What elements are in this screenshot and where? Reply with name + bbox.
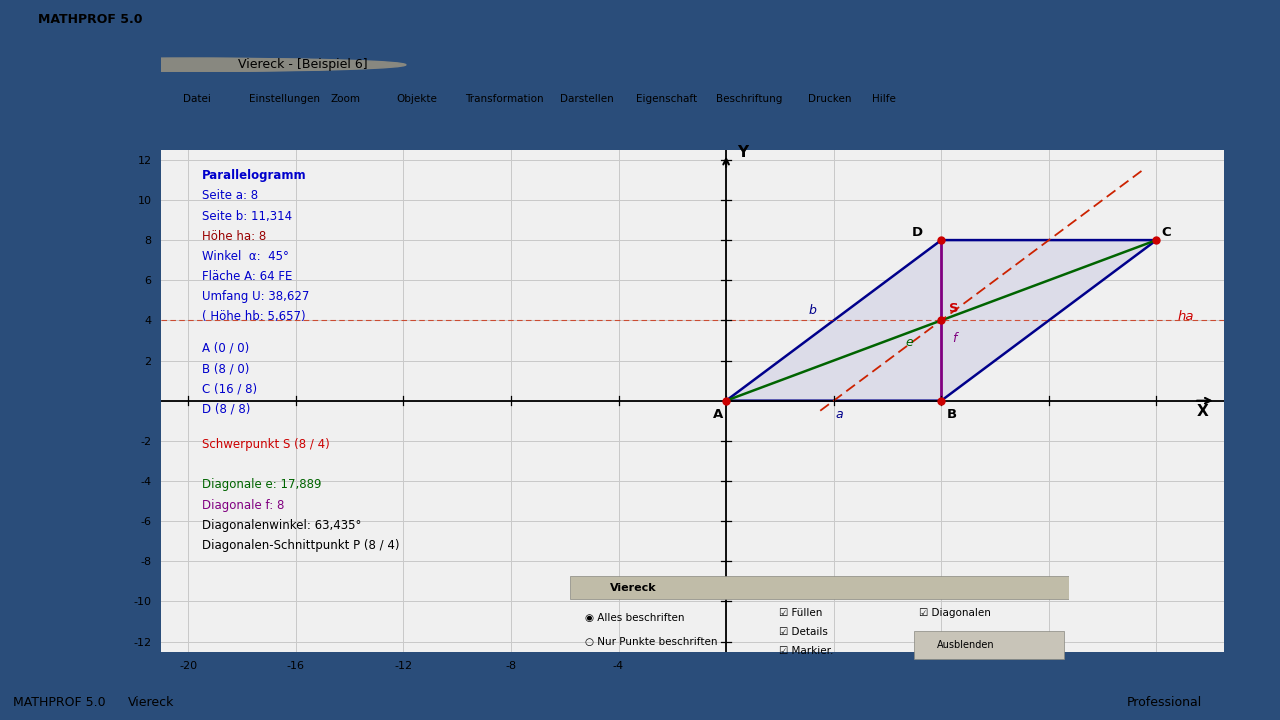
FancyBboxPatch shape: [914, 631, 1064, 660]
Text: Datei: Datei: [183, 94, 211, 104]
Text: C: C: [1162, 226, 1171, 239]
Text: a: a: [836, 408, 842, 420]
Text: ◉ Alles beschriften: ◉ Alles beschriften: [585, 613, 684, 623]
Text: MATHPROF 5.0: MATHPROF 5.0: [13, 696, 105, 708]
Text: Ausblenden: Ausblenden: [937, 640, 995, 650]
Text: e: e: [905, 336, 913, 349]
Text: Umfang U: 38,627: Umfang U: 38,627: [202, 289, 308, 303]
Text: Viereck: Viereck: [128, 696, 174, 708]
Text: f: f: [952, 333, 957, 346]
Text: Y: Y: [737, 145, 748, 160]
Text: Beschriftung: Beschriftung: [716, 94, 782, 104]
Text: b: b: [808, 305, 817, 318]
Text: Transformation: Transformation: [465, 94, 544, 104]
Text: ☑ Füllen: ☑ Füllen: [780, 608, 823, 618]
Text: Objekte: Objekte: [396, 94, 436, 104]
Text: ○ Nur Punkte beschriften: ○ Nur Punkte beschriften: [585, 636, 717, 647]
Text: Zoom: Zoom: [330, 94, 361, 104]
Text: Eigenschaft: Eigenschaft: [636, 94, 698, 104]
Text: MATHPROF 5.0: MATHPROF 5.0: [38, 13, 143, 27]
Circle shape: [0, 58, 371, 71]
Text: Parallelogramm: Parallelogramm: [202, 169, 306, 182]
Text: C (16 / 8): C (16 / 8): [202, 382, 257, 395]
Text: B: B: [947, 408, 956, 420]
Text: Viereck - [Beispiel 6]: Viereck - [Beispiel 6]: [238, 58, 367, 71]
Text: Fläche A: 64 FE: Fläche A: 64 FE: [202, 270, 292, 283]
FancyBboxPatch shape: [570, 576, 1069, 599]
Text: ( Höhe hb: 5,657): ( Höhe hb: 5,657): [202, 310, 305, 323]
Text: ☑ Diagonalen: ☑ Diagonalen: [919, 608, 991, 618]
Text: ☑ Details: ☑ Details: [780, 627, 828, 637]
Text: Einstellungen: Einstellungen: [248, 94, 320, 104]
Polygon shape: [726, 240, 1156, 400]
Text: D: D: [911, 226, 923, 239]
Text: Drucken: Drucken: [808, 94, 851, 104]
Text: Winkel  α:  45°: Winkel α: 45°: [202, 250, 288, 263]
Text: ☑ Markier.: ☑ Markier.: [780, 646, 833, 656]
Text: D (8 / 8): D (8 / 8): [202, 402, 250, 415]
Text: A (0 / 0): A (0 / 0): [202, 342, 248, 355]
Text: S: S: [950, 302, 959, 315]
Text: Diagonale e: 17,889: Diagonale e: 17,889: [202, 479, 321, 492]
Text: Höhe ha: 8: Höhe ha: 8: [202, 230, 266, 243]
Text: Seite b: 11,314: Seite b: 11,314: [202, 210, 292, 222]
Text: Viereck: Viereck: [609, 582, 657, 593]
Circle shape: [13, 58, 406, 71]
Text: B (8 / 0): B (8 / 0): [202, 362, 250, 375]
Text: Seite a: 8: Seite a: 8: [202, 189, 257, 202]
Text: Diagonale f: 8: Diagonale f: 8: [202, 498, 284, 512]
Text: Diagonalenwinkel: 63,435°: Diagonalenwinkel: 63,435°: [202, 518, 361, 531]
Text: Schwerpunkt S (8 / 4): Schwerpunkt S (8 / 4): [202, 438, 329, 451]
Circle shape: [0, 58, 388, 71]
Text: Professional: Professional: [1126, 696, 1202, 708]
Text: A: A: [713, 408, 723, 420]
Text: X: X: [1197, 404, 1208, 419]
Text: Hilfe: Hilfe: [872, 94, 896, 104]
Text: ha: ha: [1178, 310, 1194, 323]
Text: Diagonalen-Schnittpunkt P (8 / 4): Diagonalen-Schnittpunkt P (8 / 4): [202, 539, 399, 552]
Text: Darstellen: Darstellen: [559, 94, 613, 104]
